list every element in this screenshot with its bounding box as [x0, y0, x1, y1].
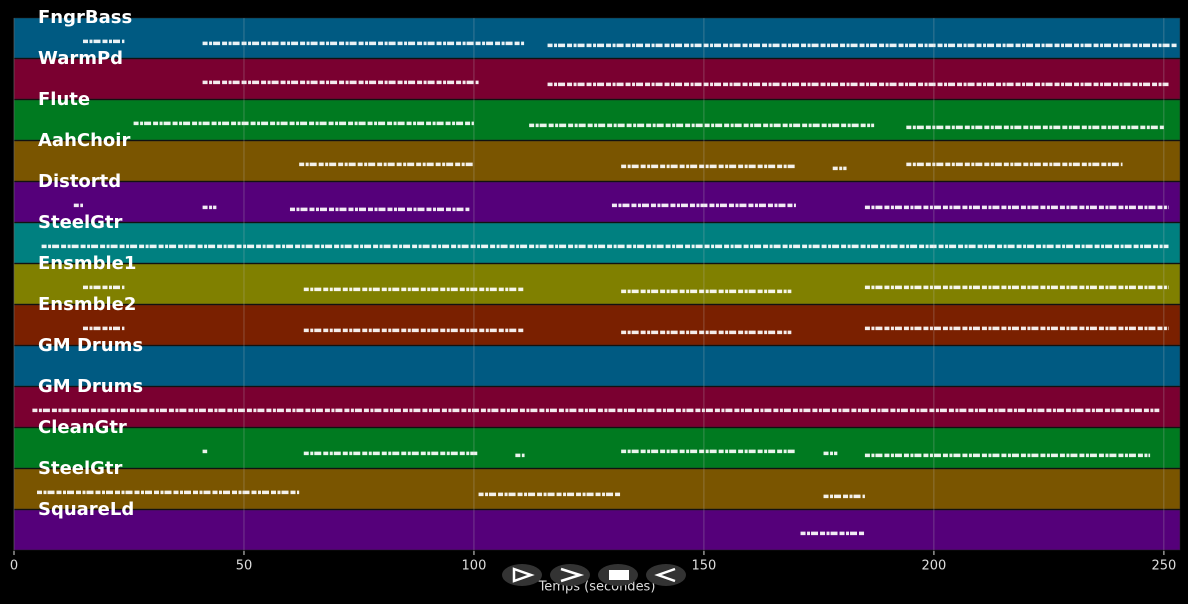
track-label: Ensmble1	[38, 253, 136, 274]
track-band	[13, 17, 1181, 59]
track-band	[13, 140, 1181, 182]
track-label: SteelGtr	[38, 212, 123, 233]
track-band	[13, 386, 1181, 428]
x-tick-label: 0	[10, 559, 18, 574]
track-label: Flute	[38, 89, 90, 110]
x-tick-label: 100	[462, 559, 487, 574]
x-tick-label: 50	[236, 559, 253, 574]
playback-controls	[502, 564, 686, 586]
track-band	[13, 58, 1181, 100]
track-band	[13, 304, 1181, 346]
track-label: CleanGtr	[38, 417, 127, 438]
track-label: Distortd	[38, 171, 121, 192]
track-label: AahChoir	[38, 130, 130, 151]
x-tick-label: 150	[692, 559, 717, 574]
rewind-button[interactable]	[646, 564, 686, 586]
track-band	[13, 509, 1181, 551]
track-band	[13, 99, 1181, 141]
play-button[interactable]	[502, 564, 542, 586]
track-band	[13, 427, 1181, 469]
forward-button[interactable]	[550, 564, 590, 586]
track-label: WarmPd	[38, 48, 123, 69]
track-label: SteelGtr	[38, 458, 123, 479]
track-label: FngrBass	[38, 7, 132, 28]
track-band	[13, 222, 1181, 264]
stop-button[interactable]	[598, 564, 638, 586]
x-tick-label: 200	[922, 559, 947, 574]
track-band	[13, 345, 1181, 387]
track-band	[13, 263, 1181, 305]
track-label: GM Drums	[38, 376, 143, 397]
track-label: SquareLd	[38, 499, 134, 520]
track-band	[13, 468, 1181, 510]
plot-area: FngrBass WarmPd Flute AahChoir Distortd Steel…	[10, 7, 1181, 574]
track-label: Ensmble2	[38, 294, 136, 315]
x-tick-label: 250	[1151, 559, 1176, 574]
track-label: GM Drums	[38, 335, 143, 356]
track-band	[13, 181, 1181, 223]
